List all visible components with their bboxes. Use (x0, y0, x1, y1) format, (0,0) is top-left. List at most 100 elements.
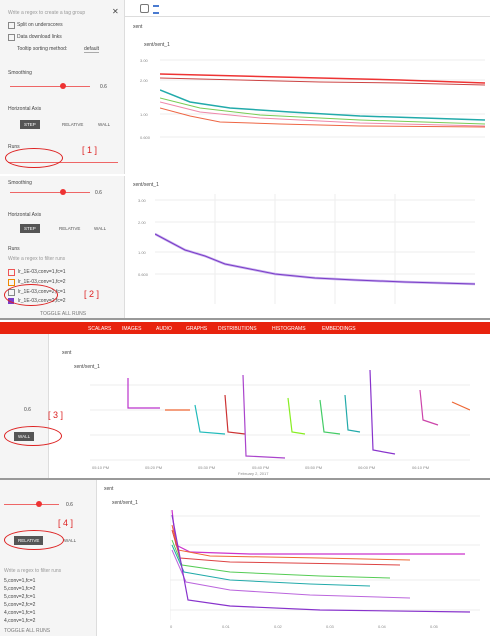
toggle-all[interactable]: TOGGLE ALL RUNS (40, 311, 87, 317)
x-tick-label: 06:10 PM (412, 465, 430, 470)
filter-input[interactable]: Write a regex to filter runs (4, 568, 62, 574)
toolbar (124, 0, 490, 17)
x-tick-label: 05:10 PM (92, 465, 110, 470)
runs-label: Runs (8, 144, 20, 150)
runs-label: Runs (8, 246, 20, 252)
series-line (160, 77, 485, 86)
series-line (171, 514, 471, 613)
toggle-all[interactable]: TOGGLE ALL RUNS (4, 628, 51, 634)
series-line (194, 404, 226, 435)
checkbox[interactable] (8, 269, 15, 276)
x-tick-label: 0.02 (274, 624, 282, 629)
series-line (224, 394, 246, 435)
y-tick-label: 3.00 (140, 58, 148, 63)
marker: [ 4 ] (58, 518, 74, 528)
tab[interactable]: HISTOGRAMS (272, 326, 306, 332)
run-name: 5,conv=1,fc=1 (4, 578, 36, 584)
tab[interactable]: EMBEDDINGS (322, 326, 356, 332)
group-title: xent (62, 350, 72, 356)
checkbox[interactable] (8, 279, 15, 286)
sidebar (0, 480, 97, 636)
smoothing-label: Smoothing (8, 70, 32, 76)
series-line (160, 101, 485, 127)
series-line (419, 389, 439, 426)
sidebar: Smoothing 0.6 Horizontal Axis STEP RELAT… (0, 176, 125, 320)
series-line (160, 89, 485, 121)
series-line (344, 394, 361, 433)
panel-1: Write a regex to create a tag group ✕ Sp… (0, 0, 490, 174)
icon[interactable] (140, 4, 149, 13)
slider-thumb[interactable] (36, 501, 42, 507)
x-tick-label: 05:50 PM (305, 465, 323, 470)
regex-input[interactable]: Write a regex to create a tag group (8, 10, 86, 16)
tab[interactable]: SCALARS (88, 326, 112, 332)
slider[interactable] (4, 504, 59, 505)
tab[interactable]: GRAPHS (186, 326, 208, 332)
marker: [ 1 ] (82, 145, 98, 155)
chart (90, 370, 470, 461)
run-name: 5,conv=1,fc=2 (4, 586, 36, 592)
axis-button[interactable]: WALL (94, 226, 107, 231)
slider[interactable] (10, 86, 90, 87)
grid (90, 384, 470, 461)
slider-thumb[interactable] (60, 189, 66, 195)
axis-button[interactable]: WALL (98, 122, 111, 127)
card-title: xent/xent_1 (144, 42, 170, 48)
slider[interactable] (10, 192, 90, 193)
tab[interactable]: DISTRIBUTIONS (218, 326, 257, 332)
panel-3: SCALARS IMAGES AUDIO GRAPHS DISTRIBUTION… (0, 322, 490, 480)
smoothing-value: 0.6 (24, 407, 31, 413)
y-tick-label: 0.600 (140, 135, 151, 140)
axis-button[interactable]: RELATIVE (62, 122, 84, 127)
option: Split on underscores (17, 22, 63, 28)
close[interactable]: ✕ (112, 7, 119, 16)
series-line (171, 510, 465, 555)
series-line (171, 544, 371, 587)
highlight-ring (4, 426, 62, 446)
series-line (155, 233, 475, 285)
series-line (171, 539, 391, 579)
smoothing-value: 0.6 (95, 190, 102, 196)
series-raw (155, 232, 475, 286)
group-title: xent (104, 486, 114, 492)
x-tick-label: 06:00 PM (358, 465, 376, 470)
tab[interactable]: AUDIO (156, 326, 172, 332)
y-tick-label: 1.00 (138, 250, 146, 255)
axis-label: Horizontal Axis (8, 212, 42, 218)
series-line (171, 549, 411, 599)
runs-input[interactable] (8, 162, 118, 163)
axis-button[interactable]: WALL (64, 538, 77, 543)
grid (170, 510, 480, 620)
run-name: 5,conv=2,fc=1 (4, 594, 36, 600)
y-tick-label: 3.00 (138, 198, 146, 203)
group-title: xent (133, 24, 143, 30)
card-title: xent/xent_1 (112, 500, 138, 506)
card-title: xent/xent_1 (74, 364, 100, 370)
smoothing-label: Smoothing (8, 180, 32, 186)
marker: [ 2 ] (84, 289, 100, 299)
axis-button[interactable]: RELATIVE (59, 226, 81, 231)
x-tick-label: 0.01 (222, 624, 230, 629)
x-tick-label: 05:30 PM (198, 465, 216, 470)
checkbox[interactable] (8, 22, 15, 29)
icon[interactable] (153, 5, 159, 14)
filter-input[interactable]: Write a regex to filter runs (8, 256, 66, 262)
checkbox[interactable] (8, 34, 15, 41)
series-line (369, 370, 396, 455)
axis-button[interactable]: STEP (20, 120, 40, 129)
tooltip-select[interactable]: default (84, 46, 100, 53)
run-name: lr_1E-03,conv=1,fc=1 (18, 269, 66, 275)
series-line (160, 97, 485, 125)
x-tick-label: 0 (170, 624, 173, 629)
x-tick-label: 0.04 (378, 624, 386, 629)
series-line (160, 107, 485, 128)
axis-button[interactable]: STEP (20, 224, 40, 233)
highlight-ring (4, 284, 58, 306)
sidebar: Write a regex to create a tag group ✕ Sp… (0, 0, 125, 174)
tab[interactable]: IMAGES (122, 326, 142, 332)
y-tick-label: 1.00 (140, 112, 148, 117)
run-name: lr_1E-03,conv=1,fc=2 (18, 279, 66, 285)
option: Data download links (17, 34, 62, 40)
slider-thumb[interactable] (60, 83, 66, 89)
grid (155, 194, 475, 304)
